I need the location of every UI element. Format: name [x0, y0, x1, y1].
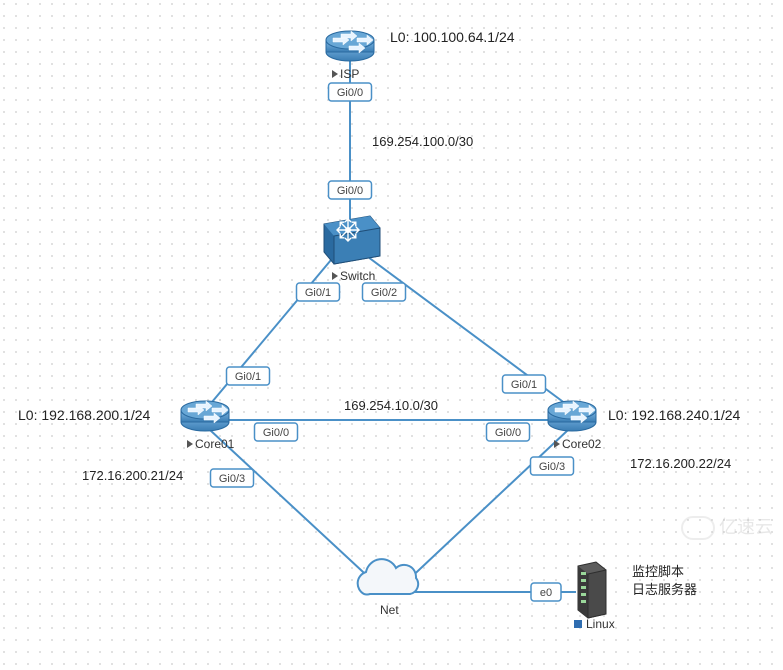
port-label: Gi0/3	[211, 469, 254, 487]
switch-icon[interactable]	[324, 216, 380, 264]
router-icon[interactable]	[326, 31, 374, 61]
node-label: Core02	[562, 437, 602, 451]
server-marker	[574, 620, 582, 628]
interface-ip-label: 172.16.200.22/24	[630, 456, 731, 471]
svg-text:Gi0/1: Gi0/1	[235, 371, 261, 383]
run-indicator	[332, 272, 338, 280]
link-subnet-label: 169.254.10.0/30	[344, 398, 438, 413]
svg-text:Gi0/0: Gi0/0	[263, 427, 289, 439]
node-label: Net	[380, 603, 399, 617]
svg-text:Gi0/0: Gi0/0	[495, 427, 521, 439]
port-label: Gi0/3	[531, 457, 574, 475]
svg-text:Gi0/1: Gi0/1	[511, 379, 537, 391]
loopback-label: L0: 100.100.64.1/24	[390, 29, 515, 45]
link	[210, 430, 376, 584]
link	[404, 430, 568, 584]
port-label: e0	[531, 583, 561, 601]
svg-text:Gi0/2: Gi0/2	[371, 287, 397, 299]
node-label: Switch	[340, 269, 375, 283]
run-indicator	[332, 70, 338, 78]
port-label: Gi0/1	[297, 283, 340, 301]
loopback-label: L0: 192.168.200.1/24	[18, 407, 151, 423]
node-label: Core01	[195, 437, 235, 451]
port-label: Gi0/1	[503, 375, 546, 393]
cloud-icon[interactable]	[358, 559, 418, 594]
svg-text:Gi0/0: Gi0/0	[337, 185, 363, 197]
server-icon[interactable]	[578, 562, 606, 618]
svg-text:Gi0/1: Gi0/1	[305, 287, 331, 299]
watermark: 亿速云	[681, 513, 773, 540]
node-label: ISP	[340, 67, 359, 81]
port-label: Gi0/0	[255, 423, 298, 441]
svg-text:Gi0/3: Gi0/3	[539, 461, 565, 473]
router-icon[interactable]	[181, 401, 229, 431]
port-label: Gi0/2	[363, 283, 406, 301]
server-desc: 日志服务器	[632, 582, 697, 597]
port-label: Gi0/0	[329, 83, 372, 101]
port-label: Gi0/0	[487, 423, 530, 441]
router-icon[interactable]	[548, 401, 596, 431]
link-subnet-label: 169.254.100.0/30	[372, 134, 473, 149]
loopback-label: L0: 192.168.240.1/24	[608, 407, 741, 423]
topology-svg: Gi0/0 Gi0/0 Gi0/1 Gi0/1 Gi0/2 Gi0/1 Gi0/0 Gi0/0…	[0, 0, 783, 670]
svg-text:e0: e0	[540, 587, 552, 599]
svg-text:Gi0/0: Gi0/0	[337, 87, 363, 99]
run-indicator	[187, 440, 193, 448]
port-label: Gi0/0	[329, 181, 372, 199]
svg-text:Gi0/3: Gi0/3	[219, 473, 245, 485]
interface-ip-label: 172.16.200.21/24	[82, 468, 183, 483]
port-label: Gi0/1	[227, 367, 270, 385]
node-label: Linux	[586, 617, 615, 631]
server-desc: 监控脚本	[632, 564, 684, 579]
